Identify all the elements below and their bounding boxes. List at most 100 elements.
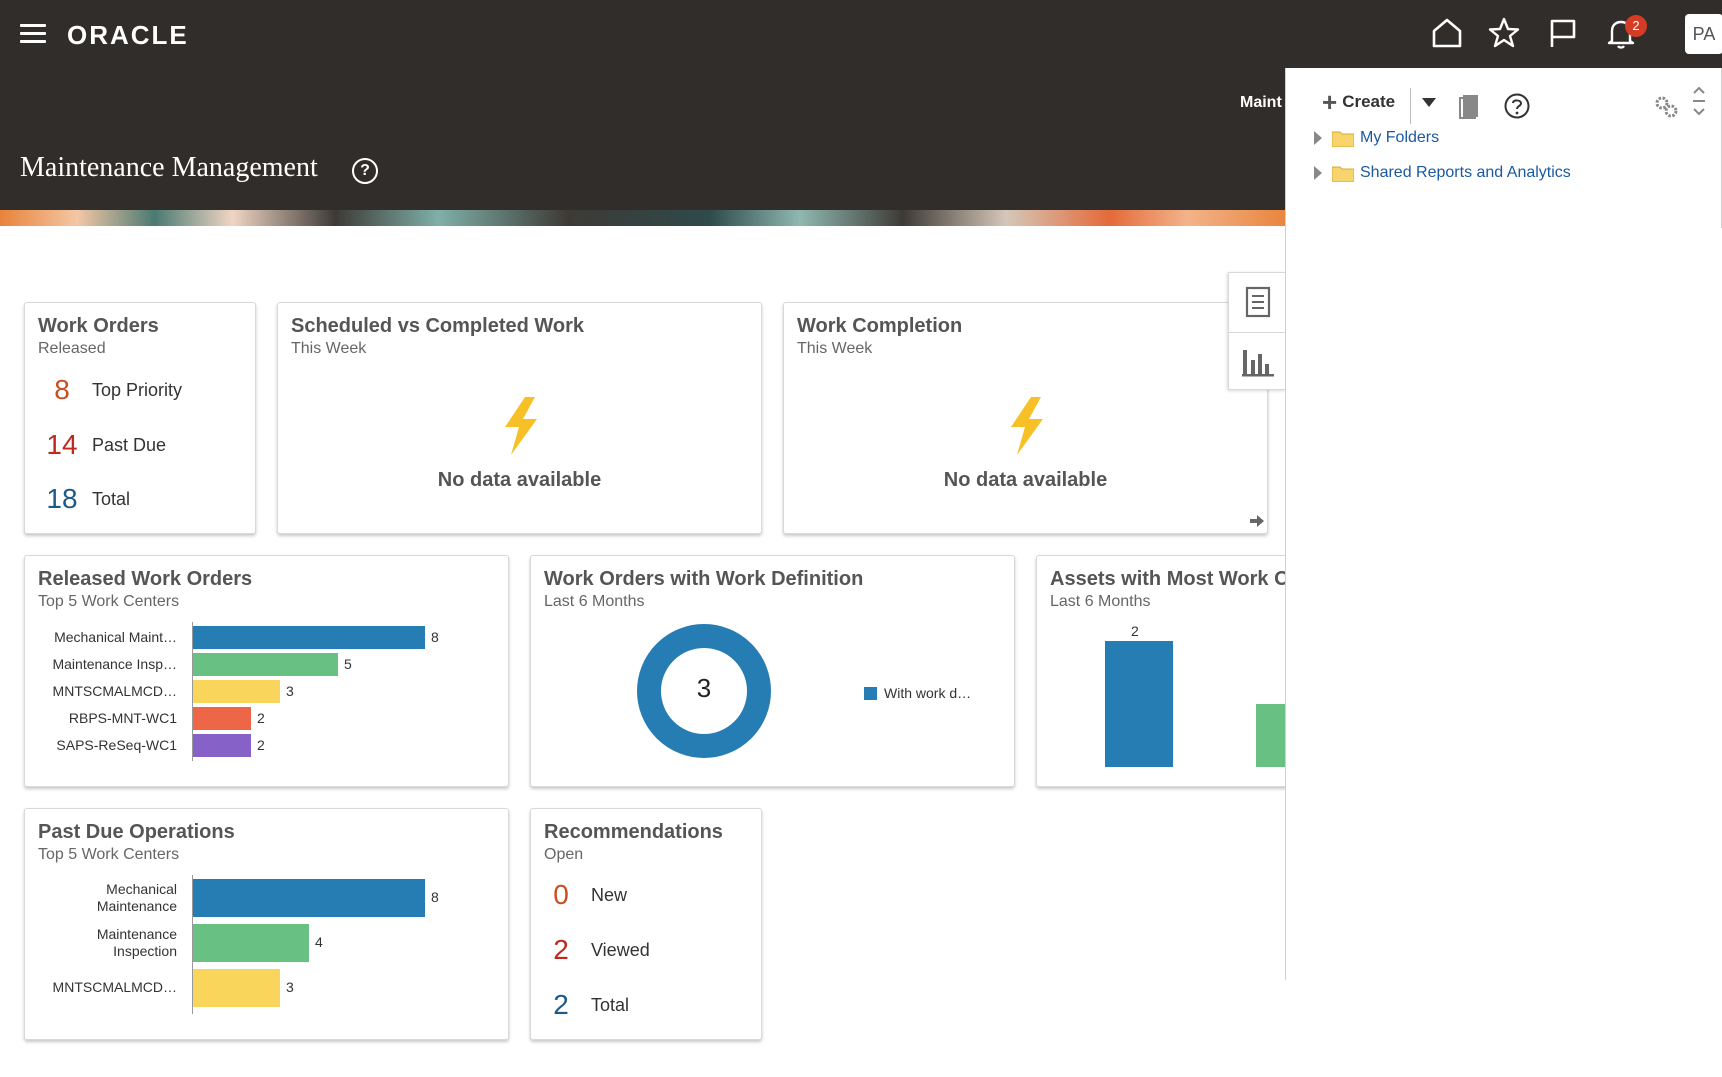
bar-value-label: 5 [344,655,352,672]
metric-top-priority[interactable]: 8 Top Priority [38,374,182,406]
metric-total[interactable]: 18 Total [38,483,130,515]
card-title: Recommendations [544,821,723,843]
work-orders-card[interactable]: Work Orders Released 8 Top Priority 14 P… [24,302,256,534]
card-subtitle: This Week [797,340,873,357]
card-title: Work Orders [38,315,159,337]
bar-mark[interactable] [193,626,425,649]
create-button[interactable]: + Create [1322,89,1396,115]
bar-label-line: Maintenance [96,898,177,914]
home-icon[interactable] [1430,16,1464,50]
toolbar-divider [1410,88,1411,124]
help-icon[interactable] [1503,92,1531,120]
user-avatar[interactable]: PA [1685,14,1722,54]
metric-new[interactable]: 0 New [537,879,627,911]
bar-mark[interactable] [193,680,280,703]
bar-mark[interactable] [193,653,338,676]
document-icon [1245,286,1271,318]
card-title: Assets with Most Work Orders [1050,568,1295,590]
flag-icon[interactable] [1546,16,1580,50]
settings-gears-icon[interactable] [1653,94,1679,120]
metric-value: 14 [46,429,78,460]
card-title: Work Orders with Work Definition [544,568,864,590]
card-title: Released Work Orders [38,568,253,590]
bar-value-label: 2 [1131,623,1139,639]
bar-value-label: 3 [286,682,294,699]
recommendations-card[interactable]: Recommendations Open 0 New 2 Viewed 2 To… [530,808,762,1040]
tree-label[interactable]: Shared Reports and Analytics [1360,164,1571,181]
bar-value-label: 8 [431,628,439,645]
menu-icon[interactable] [20,24,46,44]
card-subtitle: This Week [291,340,367,357]
bar-mark[interactable] [193,879,425,917]
work-orders-definition-card[interactable]: Work Orders with Work Definition Last 6 … [530,555,1015,787]
tree-item-shared-reports[interactable]: Shared Reports and Analytics [1314,161,1571,185]
donut-chart[interactable] [636,623,772,759]
bar-mark[interactable] [193,734,251,757]
help-icon[interactable]: ? [352,158,378,184]
bar-mark[interactable] [193,924,309,962]
assets-most-work-orders-card[interactable]: Assets with Most Work Orders Last 6 Mont… [1036,555,1296,787]
bar-label-line: Inspection [113,943,177,959]
card-title: Work Completion [797,315,963,337]
lightning-icon [1011,397,1043,455]
bar-mark[interactable] [193,969,280,1007]
content-side-toolbar [1228,272,1287,390]
truncated-header-label: Maint [1240,94,1282,111]
metric-viewed[interactable]: 2 Viewed [537,934,650,966]
reports-analytics-panel: + Create My Folders Shared Reports and A… [1285,68,1722,980]
report-view-button[interactable] [1229,273,1287,331]
legend-swatch [864,686,877,700]
bar-value-label: 2 [257,709,265,726]
expand-triangle-icon[interactable] [1314,131,1322,145]
create-label: Create [1342,92,1396,111]
folder-icon [1332,131,1354,147]
released-work-orders-card[interactable]: Released Work Orders Top 5 Work Centers … [24,555,509,787]
metric-label: Past Due [92,434,167,455]
bar-category-label: Maintenance Insp… [52,655,177,672]
metric-label: Viewed [591,939,650,960]
metric-label: Total [92,488,131,509]
metric-value: 18 [46,483,78,514]
metric-value: 0 [553,879,569,910]
favorites-star-icon[interactable] [1487,16,1521,50]
chart-view-button[interactable] [1229,332,1287,390]
chart-axis [192,875,193,1014]
tree-item-my-folders[interactable]: My Folders [1314,126,1439,150]
copy-document-icon[interactable] [1458,92,1482,120]
metric-value: 8 [54,374,70,405]
scheduled-vs-completed-card[interactable]: Scheduled vs Completed Work This Week No… [277,302,762,534]
bar-mark[interactable] [193,707,251,730]
donut-slice[interactable] [637,624,771,758]
folder-icon [1332,166,1354,182]
bar-value-label: 3 [286,979,294,995]
bar-chart-icon [1242,349,1274,376]
tree-label[interactable]: My Folders [1360,129,1440,146]
metric-value: 2 [553,934,569,965]
navigate-arrow-icon[interactable] [1250,515,1264,527]
decorative-banner [0,210,1290,226]
bar-category-label: Mechanical Maintenance [37,881,177,915]
card-subtitle: Released [38,340,106,357]
card-subtitle: Last 6 Months [1050,593,1151,610]
chart-legend: With work d… [864,685,971,701]
expand-triangle-icon[interactable] [1314,166,1322,180]
no-data-message: No data available [943,469,1108,491]
metric-total[interactable]: 2 Total [537,989,629,1021]
past-due-operations-card[interactable]: Past Due Operations Top 5 Work Centers M… [24,808,509,1040]
work-completion-card[interactable]: Work Completion This Week No data availa… [783,302,1268,534]
bar-value-label: 8 [431,889,439,905]
card-subtitle: Open [544,846,584,863]
bar-label-line: Maintenance [96,926,177,942]
metric-label: Total [591,994,630,1015]
asset-bar-1[interactable] [1105,641,1173,767]
create-dropdown-arrow-icon[interactable] [1422,98,1436,107]
notification-count-badge: 2 [1625,15,1647,37]
bar-category-label: Maintenance Inspection [37,926,177,960]
lightning-icon [505,397,537,455]
panel-scroll-icon[interactable] [1691,84,1707,118]
bar-category-label: RBPS-MNT-WC1 [68,709,177,726]
bar-category-label: MNTSCMALMCD… [52,979,177,995]
metric-past-due[interactable]: 14 Past Due [38,429,166,461]
bar-label-line: Mechanical [106,881,177,897]
bar-value-label: 2 [257,736,265,753]
